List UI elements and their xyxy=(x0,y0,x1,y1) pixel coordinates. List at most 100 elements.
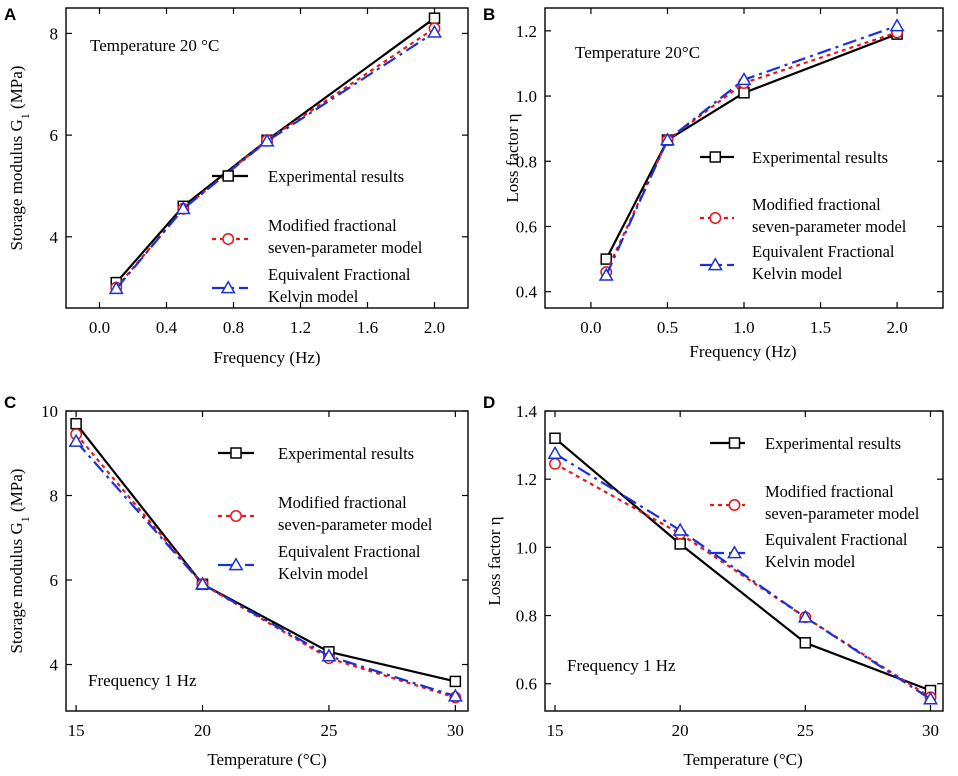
legend-marker-modified xyxy=(230,510,242,522)
panel-letter: B xyxy=(483,5,495,24)
legend-marker-modified xyxy=(222,233,235,245)
data-point-kelvin xyxy=(321,648,337,662)
data-point-experimental xyxy=(600,253,612,265)
series-line-modified xyxy=(75,433,456,699)
data-point-kelvin xyxy=(889,18,905,32)
panel-letter: D xyxy=(483,393,495,412)
y-axis-label: Storage modulus G1 (MPa) xyxy=(7,66,32,251)
chart-panel-d: D 15 20 25 30 0.6 0.8 1.0 1.2 1.4 Temperature (°C)… xyxy=(483,393,944,769)
condition-annotation: Temperature 20 °C xyxy=(90,36,219,55)
x-tick-label: 20 xyxy=(672,721,689,740)
legend-label-experimental: Experimental results xyxy=(752,148,888,167)
legend-marker-modified xyxy=(709,212,722,224)
y-tick-label: 1.2 xyxy=(516,470,537,489)
legend-label-modified: Modified fractional xyxy=(268,216,397,235)
data-point-kelvin xyxy=(797,609,813,623)
legend-label-kelvin: Equivalent Fractional xyxy=(278,542,421,561)
y-axis-label-main: Storage modulus G xyxy=(7,522,26,653)
legend-label-modified: seven-parameter model xyxy=(268,238,423,257)
data-point-kelvin xyxy=(447,688,463,702)
legend-marker-modified xyxy=(728,499,741,511)
legend-label-modified: seven-parameter model xyxy=(752,217,907,236)
y-tick-label: 0.6 xyxy=(516,675,537,694)
legend-label-kelvin: Kelvin model xyxy=(278,564,369,583)
legend-label-experimental: Experimental results xyxy=(268,167,404,186)
x-tick-label: 2.0 xyxy=(424,318,445,337)
legend-label-modified: Modified fractional xyxy=(278,493,407,512)
panel-letter: C xyxy=(4,393,16,412)
plot-frame xyxy=(65,7,469,309)
series-line-experimental xyxy=(554,437,931,692)
x-tick-label: 25 xyxy=(320,721,337,740)
plot-frame xyxy=(65,410,469,712)
legend-label-kelvin: Kelvin model xyxy=(752,264,843,283)
x-tick-label: 15 xyxy=(68,721,85,740)
y-tick-label: 8 xyxy=(50,487,59,506)
series-line-kelvin xyxy=(554,452,932,701)
plot-frame xyxy=(544,410,944,712)
legend: Experimental results Modified fractional s… xyxy=(700,148,907,283)
legend-marker-kelvin xyxy=(228,557,244,571)
data-point-experimental xyxy=(738,87,750,99)
x-tick-label: 20 xyxy=(194,721,211,740)
y-axis-label-main: Loss factor η xyxy=(485,516,504,605)
data-point-experimental xyxy=(428,12,441,24)
data-point-kelvin xyxy=(659,132,675,146)
legend-label-kelvin: Kelvin model xyxy=(765,552,856,571)
legend-label-experimental: Experimental results xyxy=(765,434,901,453)
legend-marker-experimental xyxy=(728,437,741,449)
y-axis-label: Loss factor η xyxy=(485,516,504,605)
y-axis-label-sub: 1 xyxy=(18,113,32,119)
legend-label-kelvin: Equivalent Fractional xyxy=(765,530,908,549)
y-axis-label: Storage modulus G1 (MPa) xyxy=(7,469,32,654)
condition-annotation: Temperature 20°C xyxy=(575,43,700,62)
data-point-kelvin xyxy=(259,133,275,147)
legend-label-modified: seven-parameter model xyxy=(278,515,433,534)
data-point-kelvin xyxy=(427,24,442,38)
data-point-kelvin xyxy=(598,267,614,281)
x-tick-label: 1.0 xyxy=(733,318,754,337)
y-tick-label: 0.6 xyxy=(516,217,537,236)
series-line-experimental xyxy=(605,33,898,260)
x-tick-label: 0.8 xyxy=(223,318,244,337)
legend-label-modified: Modified fractional xyxy=(752,195,881,214)
data-point-experimental xyxy=(70,417,82,430)
legend: Experimental results Modified fractional s… xyxy=(710,434,920,571)
x-axis-label: Temperature (°C) xyxy=(207,750,326,769)
data-point-experimental xyxy=(449,675,462,688)
data-point-kelvin xyxy=(736,72,752,86)
chart-panel-b: B 0.0 0.5 1.0 1.5 2.0 0.4 0.6 0.8 1.0 1.2 Frequency… xyxy=(483,5,944,361)
data-point-kelvin xyxy=(195,576,211,590)
legend-marker-experimental xyxy=(230,447,242,459)
data-point-kelvin xyxy=(175,201,191,215)
y-axis-label-main: Storage modulus G xyxy=(7,119,26,250)
y-tick-label: 10 xyxy=(41,402,58,421)
legend-marker-kelvin xyxy=(220,280,236,294)
data-point-kelvin xyxy=(108,280,124,295)
x-axis-label: Frequency (Hz) xyxy=(213,348,320,367)
series-line-kelvin xyxy=(75,440,456,698)
series-line-modified xyxy=(554,462,932,699)
x-tick-label: 0.0 xyxy=(89,318,110,337)
y-tick-label: 8 xyxy=(50,24,59,43)
legend-label-kelvin: Equivalent Fractional xyxy=(752,242,895,261)
data-point-kelvin xyxy=(672,522,688,536)
legend-label-kelvin: Equivalent Fractional xyxy=(268,265,411,284)
data-point-experimental xyxy=(674,538,686,550)
y-tick-label: 1.2 xyxy=(516,22,537,41)
series-line-kelvin xyxy=(605,24,898,276)
x-tick-label: 1.2 xyxy=(290,318,311,337)
y-axis-label-unit: (MPa) xyxy=(7,66,26,114)
x-tick-label: 0.5 xyxy=(657,318,678,337)
y-tick-label: 6 xyxy=(50,126,59,145)
y-tick-label: 1.4 xyxy=(516,402,538,421)
x-axis-label: Frequency (Hz) xyxy=(689,342,796,361)
legend-marker-experimental xyxy=(222,170,234,182)
series-line-experimental xyxy=(75,423,456,683)
chart-panel-a: A 0.0 0.4 0.8 1.2 1.6 2.0 4 6 8 Frequency (Hz) Stor… xyxy=(4,5,469,367)
legend-marker-experimental xyxy=(709,151,722,163)
x-tick-label: 1.6 xyxy=(357,318,378,337)
y-tick-label: 1.0 xyxy=(516,538,537,557)
legend-marker-kelvin xyxy=(707,257,723,271)
